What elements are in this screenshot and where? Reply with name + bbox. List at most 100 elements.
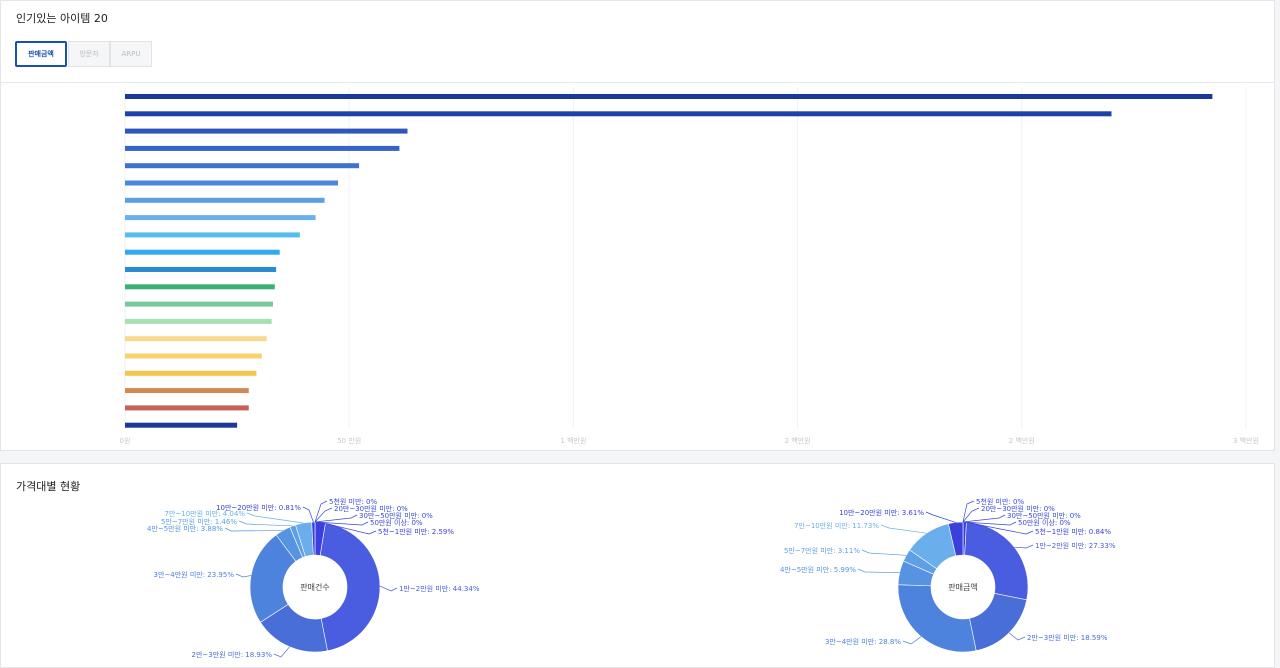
popular-items-panel: 인기있는 아이템 20 판매금액 방문자 ARPU 0원 50 만원 1 백만원 2 … — [0, 0, 1275, 451]
panel-divider — [1, 82, 1274, 83]
slice-label: 3만~4만원 미만: 28.8% — [825, 637, 901, 646]
x-tick-label: 2 백만원 — [785, 436, 811, 445]
donut-slice[interactable] — [948, 521, 964, 557]
slice-label: 5천원 미만: 0% — [976, 497, 1024, 506]
label-leader-line — [857, 568, 900, 573]
slice-label: 5천원 미만: 0% — [329, 497, 377, 506]
donut-slice[interactable] — [319, 522, 381, 652]
slice-label: 4만~5만원 미만: 5.99% — [780, 565, 856, 574]
slice-label: 2만~3만원 미만: 18.59% — [1027, 633, 1108, 642]
label-leader-line — [314, 514, 358, 523]
slice-label: 20만~30만원 미만: 0% — [981, 504, 1055, 513]
slice-label: 10만~20만원 미만: 0.81% — [216, 503, 301, 512]
tab-sales-amount[interactable]: 판매금액 — [15, 41, 67, 67]
label-leader-line — [1014, 544, 1034, 549]
label-leader-line — [962, 521, 1017, 526]
label-leader-line — [314, 507, 333, 523]
label-leader-line — [246, 512, 304, 524]
bar[interactable] — [125, 163, 360, 169]
label-leader-line — [880, 524, 927, 534]
slice-label: 50만원 이상: 0% — [1018, 518, 1071, 527]
x-tick-label: 3 백만원 — [1233, 436, 1259, 445]
bar[interactable] — [125, 353, 262, 359]
slice-label: 5만~7만원 미만: 3.11% — [784, 546, 860, 555]
slice-label: 50만원 이상: 0% — [370, 518, 423, 527]
price-range-title: 가격대별 현황 — [16, 480, 81, 493]
x-tick-label: 50 만원 — [337, 436, 361, 445]
label-leader-line — [962, 507, 980, 523]
bar[interactable] — [125, 301, 273, 307]
popular-items-bar-chart: 0원 50 만원 1 백만원 2 백만원 2 백만원 3 백만원 — [120, 87, 1259, 445]
bar[interactable] — [125, 94, 1213, 99]
slice-label: 5천~1만원 미만: 0.84% — [1035, 527, 1111, 536]
label-leader-line — [235, 573, 252, 578]
bar[interactable] — [125, 267, 277, 272]
sales-amount-donut-chart: 판매금액 5천원 미만: 0% 5천~1만원 미만: 0.84% 1만~2만원 미만:… — [780, 497, 1116, 653]
slice-label: 2만~3만원 미만: 18.93% — [192, 650, 273, 659]
x-tick-label: 1 백만원 — [560, 436, 586, 445]
bar[interactable] — [125, 284, 275, 290]
label-leader-line — [962, 514, 1006, 523]
bar[interactable] — [125, 249, 280, 255]
donut-slices — [249, 521, 381, 653]
label-leader-line — [379, 585, 398, 592]
bar[interactable] — [125, 145, 400, 151]
donut-slice[interactable] — [897, 584, 977, 653]
bar[interactable] — [125, 215, 316, 221]
slice-label: 5천~1만원 미만: 2.59% — [378, 527, 454, 536]
bar[interactable] — [125, 111, 1112, 117]
bar[interactable] — [125, 388, 249, 394]
price-range-panel: 가격대별 현황 판매건수 5천원 미만: 0% 5천~1만원 미만: 2.59% 1만… — [0, 463, 1275, 668]
bar[interactable] — [125, 180, 338, 186]
label-leader-line — [314, 521, 369, 526]
slice-label: 5만~7만원 미만: 1.46% — [161, 517, 237, 526]
slice-label: 30만~50만원 미만: 0% — [359, 511, 433, 520]
label-leader-line — [302, 506, 314, 523]
popular-items-title: 인기있는 아이템 20 — [16, 12, 108, 25]
donut-slice[interactable] — [969, 592, 1028, 652]
tab-arpu[interactable]: ARPU — [110, 41, 152, 67]
slice-label: 30만~50만원 미만: 0% — [1007, 511, 1081, 520]
bar[interactable] — [125, 370, 257, 376]
label-leader-line — [962, 500, 975, 523]
x-tick-label: 0원 — [120, 436, 131, 445]
label-leader-line — [964, 521, 1034, 535]
sales-count-donut-chart: 판매건수 5천원 미만: 0% 5천~1만원 미만: 2.59% 1만~2만원 미만:… — [147, 497, 480, 659]
metric-tabs: 판매금액 방문자 ARPU — [15, 41, 152, 67]
donut-slices — [897, 521, 1029, 653]
slice-label: 20만~30만원 미만: 0% — [334, 504, 408, 513]
bar[interactable] — [125, 128, 408, 134]
bar[interactable] — [125, 405, 249, 411]
donut-slice[interactable] — [964, 521, 1029, 601]
x-tick-label: 2 백만원 — [1009, 436, 1035, 445]
label-leader-line — [238, 520, 293, 527]
slice-label: 7만~10만원 미만: 11.73% — [794, 521, 879, 530]
donut-slice[interactable] — [311, 521, 316, 556]
donut-center-label: 판매건수 — [300, 582, 329, 592]
bar[interactable] — [125, 197, 325, 203]
slice-label: 1만~2만원 미만: 44.34% — [399, 584, 480, 593]
grid-lines — [124, 87, 1247, 428]
slice-label: 4만~5만원 미만: 3.88% — [147, 524, 223, 533]
label-leader-line — [224, 527, 283, 532]
label-leader-line — [861, 549, 907, 556]
label-leader-line — [1008, 632, 1026, 641]
label-leader-line — [902, 636, 922, 645]
bars — [125, 94, 1213, 428]
slice-label: 7만~10만원 미만: 4.04% — [165, 509, 246, 518]
slice-label: 1만~2만원 미만: 27.33% — [1035, 541, 1116, 550]
label-leader-line — [273, 646, 290, 658]
slice-label: 3만~4만원 미만: 23.95% — [154, 570, 235, 579]
bar[interactable] — [125, 422, 238, 428]
bar[interactable] — [125, 232, 300, 238]
label-leader-line — [320, 521, 377, 535]
bar[interactable] — [125, 336, 267, 342]
bar[interactable] — [125, 318, 272, 324]
slice-label: 10만~20만원 미만: 3.61% — [839, 508, 924, 517]
donut-center-label: 판매금액 — [948, 582, 977, 592]
label-leader-line — [925, 511, 956, 523]
donut-labels: 5천원 미만: 0% 5천~1만원 미만: 0.84% 1만~2만원 미만: 27.… — [780, 497, 1116, 646]
tab-visitors[interactable]: 방문자 — [68, 41, 110, 67]
donut-labels: 5천원 미만: 0% 5천~1만원 미만: 2.59% 1만~2만원 미만: 44.… — [147, 497, 480, 659]
label-leader-line — [314, 500, 328, 523]
